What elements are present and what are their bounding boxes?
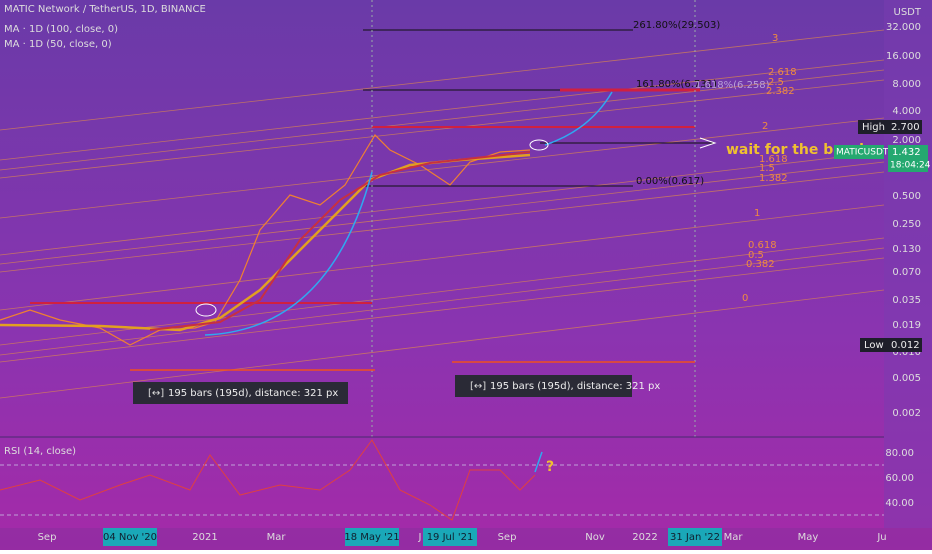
time-label: Ju [876,532,886,543]
fib-level: 0.618 [748,240,777,251]
rsi-label: 60.00 [885,473,914,484]
rsi-title: RSI (14, close) [4,446,76,457]
time-label: 31 Jan '22 [670,532,720,543]
highlight [529,139,549,151]
fib-label: 0.00%(0.617) [636,176,704,187]
fib-level: 3 [772,33,778,44]
tag [888,120,922,134]
fib-level: 0 [742,293,748,304]
time-label: J [418,532,422,543]
fib-level: 1.618 [759,154,788,165]
time-marker [103,528,157,546]
fib-level: 2.382 [766,86,795,97]
time-label: 18 May '21 [344,532,399,543]
last-price: 1.432 [892,147,921,158]
measure-text: 195 bars (195d), distance: 321 px [490,381,660,392]
time-marker [423,528,477,546]
fib-label: 261.80%(29.503) [633,20,720,31]
tag [858,120,888,134]
fib-label: 1.618%(6.258) [695,80,770,91]
time-marker [668,528,722,546]
time-label: 2021 [192,532,217,543]
time-label: Nov [585,532,605,543]
ma-100 [149,151,531,331]
price-label: 0.130 [892,244,921,255]
price-label: 0.035 [892,295,921,306]
price-label: 0.019 [892,320,921,331]
price-label: 0.070 [892,267,921,278]
fib-level: 2 [762,121,768,132]
header-symbol: MATIC Network / TetherUS, 1D, BINANCE [4,4,206,15]
price-label: 32.000 [886,22,921,33]
time-label: Mar [724,532,744,543]
breakout-arrow [699,137,717,149]
measure-icon: [↔] [148,388,164,399]
time-label: May [798,532,819,543]
low-label: Low [864,340,884,351]
low-value: 0.012 [891,340,920,351]
rsi-arrow [534,451,543,473]
time-label: 04 Nov '20 [103,532,157,543]
fib-level: 0.382 [746,259,775,270]
header-ma: MA · 1D (100, close, 0) [4,24,118,35]
fib-level: 1 [754,208,760,219]
countdown: 18:04:24 [890,161,931,171]
projection-arrow [204,171,373,336]
projection-arrow [544,91,613,146]
price-axis [884,0,932,528]
measure-box [133,382,348,404]
fib-level: 2.5 [768,77,784,88]
fib-level: 0.5 [748,250,764,261]
time-label: Sep [498,532,517,543]
header-ma: MA · 1D (50, close, 0) [4,39,112,50]
price-label: 0.500 [892,191,921,202]
fib-label: 161.80%(6.731) [636,79,717,90]
tag [888,338,922,352]
time-marker [345,528,399,546]
high-value: 2.700 [891,122,920,133]
price-label: 2.000 [892,135,921,146]
fib-fan [0,29,884,399]
time-label: Mar [267,532,287,543]
price-label: 0.002 [892,408,921,419]
symbol-tag: MATICUSDT [836,148,889,158]
rsi-label: 80.00 [885,448,914,459]
price-label: 16.000 [886,51,921,62]
price-label: 8.000 [892,79,921,90]
measure-box [455,375,632,397]
fib-level: 1.382 [759,173,788,184]
time-label: 2022 [632,532,657,543]
rsi-line [0,439,536,521]
price-label: 4.000 [892,106,921,117]
high-label: High [862,122,885,133]
tag [834,145,884,159]
price-label: 0.005 [892,373,921,384]
fib-level: 1.5 [759,163,775,174]
highlight [195,303,217,317]
tag [888,145,928,172]
price-line [0,134,531,346]
time-label: Sep [38,532,57,543]
measure-text: 195 bars (195d), distance: 321 px [168,388,338,399]
measure-icon: [↔] [470,381,486,392]
time-label: 19 Jul '21 [427,532,474,543]
rsi-label: 40.00 [885,498,914,509]
plot-area: [↔] 195 bars (195d), distance: 321 px [↔… [0,0,884,437]
price-label: 0.250 [892,219,921,230]
tag [860,338,888,352]
currency: USDT [894,7,922,18]
rsi-question: ? [546,459,554,475]
fib-level: 2.618 [768,67,797,78]
price-label: 0.010 [892,347,921,358]
